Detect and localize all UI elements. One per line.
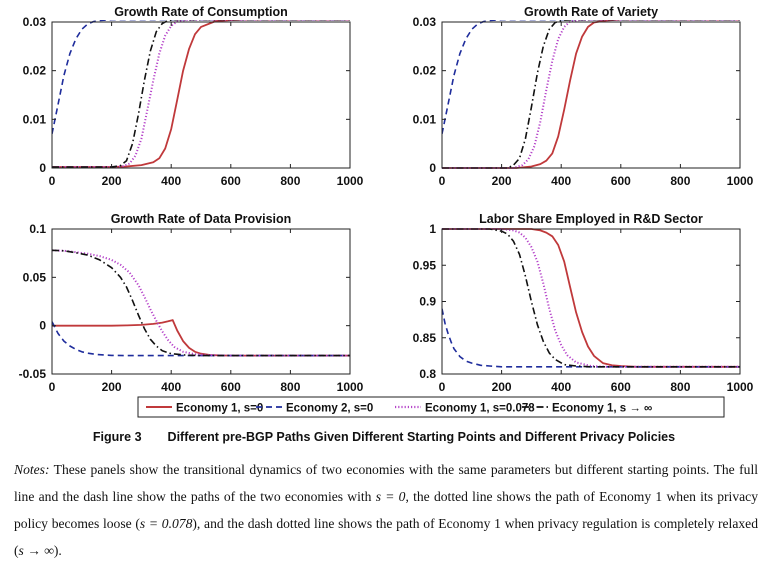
series-line-economy-1-s-0 [52,20,350,168]
x-tick-label: 400 [551,174,571,188]
x-tick-label: 800 [280,174,300,188]
x-tick-label: 800 [670,174,690,188]
series-line-economy-1-s-0 [52,319,350,357]
axes-frame [441,21,741,169]
x-tick-label: 1000 [337,174,364,188]
series-line-economy-1-s-0-078 [52,20,350,168]
figure-caption: Figure 3 Different pre-BGP Paths Given Di… [0,430,768,444]
notes-text-3: ), and the dash dotted line shows the pa… [14,516,758,558]
y-tick-label: 0 [39,161,46,175]
series-line-economy-2-s-0 [442,308,740,368]
x-tick-label: 200 [492,380,512,394]
legend: Economy 1, s=0 Economy 2, s=0 Economy 1, s… [137,396,725,418]
x-tick-label: 400 [551,380,571,394]
x-tick-label: 1000 [727,174,754,188]
x-tick-label: 0 [49,380,56,394]
y-tick-label: 0.02 [23,64,47,78]
legend-label: Economy 1, s=0.078 [425,403,535,415]
figure-notes: Notes: These panels show the transitiona… [14,456,758,564]
notes-text-1: These panels show the transitional dynam… [14,462,758,504]
y-tick-label: 0.05 [23,270,47,284]
y-tick-label: 0 [429,161,436,175]
y-tick-label: 0.01 [23,112,47,126]
panel-growth-rate-of-data-provision: Growth Rate of Data Provision 0 200 400 600 8… [19,212,364,394]
x-tick-label: 0 [439,380,446,394]
y-tick-label: 0.03 [413,15,437,29]
x-tick-label: 200 [492,174,512,188]
panel-title: Growth Rate of Data Provision [111,212,292,226]
x-tick-label: 800 [280,380,300,394]
y-tick-label: 0.1 [29,222,46,236]
x-tick-label: 200 [102,380,122,394]
x-tick-label: 600 [611,380,631,394]
x-tick-label: 400 [161,174,181,188]
panel-growth-rate-of-variety: Growth Rate of Variety 0 200 400 600 800 1000 0… [413,5,754,188]
y-tick-label: 0.9 [419,295,436,309]
x-tick-label: 1000 [727,380,754,394]
series-line-economy-1-s-0-078 [52,249,350,357]
series-line-economy-1-s [52,20,350,168]
panel-labor-share-employed-in-r-d-sector: Labor Share Employed in R&D Sector 0 200 40… [413,212,754,394]
y-tick-label: -0.05 [19,367,47,381]
figure-number: Figure 3 [92,430,142,444]
x-tick-label: 1000 [337,380,364,394]
panel-title: Growth Rate of Variety [524,5,658,19]
legend-label: Economy 2, s=0 [286,403,373,415]
figure-3-chart-grid: Growth Rate of Consumption 0 200 400 600 800 1… [19,5,754,418]
x-tick-label: 800 [670,380,690,394]
x-tick-label: 400 [161,380,181,394]
x-tick-label: 600 [221,380,241,394]
series-line-economy-1-s-0 [442,228,740,368]
notes-math-1: s = 0 [375,489,406,504]
series-line-economy-1-s-0-078 [442,228,740,368]
panel-title: Labor Share Employed in R&D Sector [479,212,703,226]
y-tick-label: 0 [39,319,46,333]
legend-box [137,396,725,418]
series-line-economy-1-s-0 [442,20,740,169]
y-tick-label: 0.8 [419,367,436,381]
axes-frame [51,228,351,375]
notes-math-2: s = 0.078 [139,516,193,531]
figure-title: Different pre-BGP Paths Given Different … [167,430,676,444]
x-tick-label: 600 [611,174,631,188]
y-tick-label: 0.85 [413,331,437,345]
series-line-economy-2-s-0 [52,321,350,357]
panel-title: Growth Rate of Consumption [114,5,288,19]
x-tick-label: 0 [49,174,56,188]
legend-label: Economy 1, s → ∞ [552,403,652,415]
y-tick-label: 0.02 [413,64,437,78]
series-line-economy-2-s-0 [52,20,350,135]
panel-growth-rate-of-consumption: Growth Rate of Consumption 0 200 400 600 800 1… [23,5,364,188]
notes-text-4: ). [53,543,62,558]
x-tick-label: 200 [102,174,122,188]
x-tick-label: 600 [221,174,241,188]
axes-frame [51,21,351,169]
series-line-economy-1-s [442,20,740,169]
series-line-economy-1-s [52,249,350,357]
y-tick-label: 0.01 [413,112,437,126]
legend-label: Economy 1, s=0 [176,403,263,415]
series-line-economy-1-s [442,228,740,368]
x-tick-label: 0 [439,174,446,188]
notes-math-3: s → ∞ [18,543,54,558]
series-line-economy-1-s-0-078 [442,20,740,169]
y-tick-label: 1 [429,222,436,236]
series-line-economy-2-s-0 [442,20,740,135]
notes-label: Notes: [14,462,50,477]
y-tick-label: 0.95 [413,258,437,272]
notes-text-2: , the dotted line shows the path of Econ… [14,489,758,531]
y-tick-label: 0.03 [23,15,47,29]
